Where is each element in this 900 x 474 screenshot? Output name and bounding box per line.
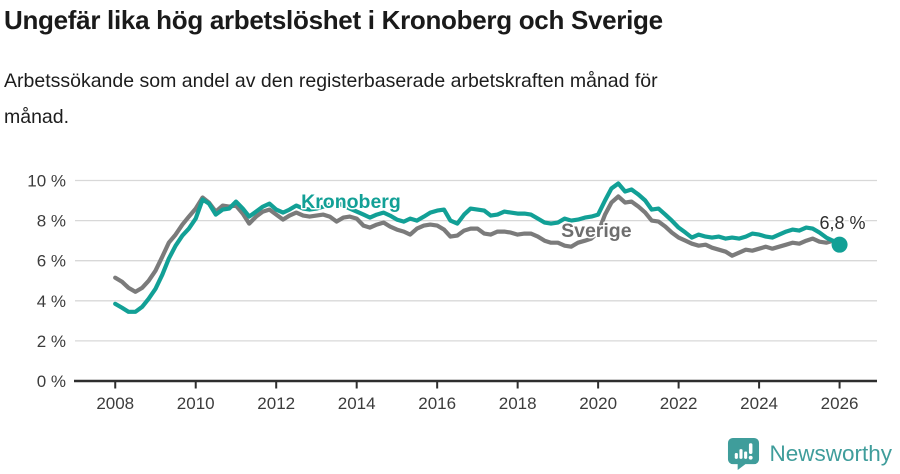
- x-tick-label: 2010: [177, 394, 215, 413]
- x-tick-label: 2018: [499, 394, 537, 413]
- series-end-dot: [831, 236, 848, 253]
- x-tick-label: 2014: [338, 394, 376, 413]
- chart-subtitle: Arbetssökande som andel av den registerb…: [4, 70, 658, 129]
- x-tick-label: 2016: [418, 394, 456, 413]
- newsworthy-logo-icon: [728, 437, 760, 470]
- y-tick-label: 2 %: [37, 332, 66, 351]
- series-label-annotation: Sverige: [561, 220, 632, 242]
- x-tick-label: 2020: [579, 394, 617, 413]
- chart-title: Ungefär lika hög arbetslöshet i Kronober…: [4, 5, 663, 35]
- y-tick-label: 10 %: [27, 172, 66, 191]
- x-tick-label: 2012: [257, 394, 295, 413]
- newsworthy-logo: Newsworthy: [727, 437, 892, 470]
- brand-name: Newsworthy: [769, 440, 892, 466]
- x-tick-label: 2008: [96, 394, 134, 413]
- x-tick-label: 2026: [821, 394, 859, 413]
- y-tick-label: 0 %: [37, 372, 66, 391]
- y-tick-label: 4 %: [37, 292, 66, 311]
- series-line-sverige: [113, 194, 842, 294]
- line-chart: 0 % 2 % 4 % 6 % 8 % 10 % 2008 2010 2012 2014 2016 2…: [27, 172, 877, 413]
- x-tick-label: 2024: [740, 394, 778, 413]
- value-annotation: 6,8 %: [819, 213, 865, 233]
- y-tick-label: 6 %: [37, 252, 66, 271]
- y-tick-label: 8 %: [37, 212, 66, 231]
- x-tick-label: 2022: [660, 394, 698, 413]
- series-label-annotation: Kronoberg: [301, 191, 401, 213]
- series-line-kronoberg: [113, 181, 842, 314]
